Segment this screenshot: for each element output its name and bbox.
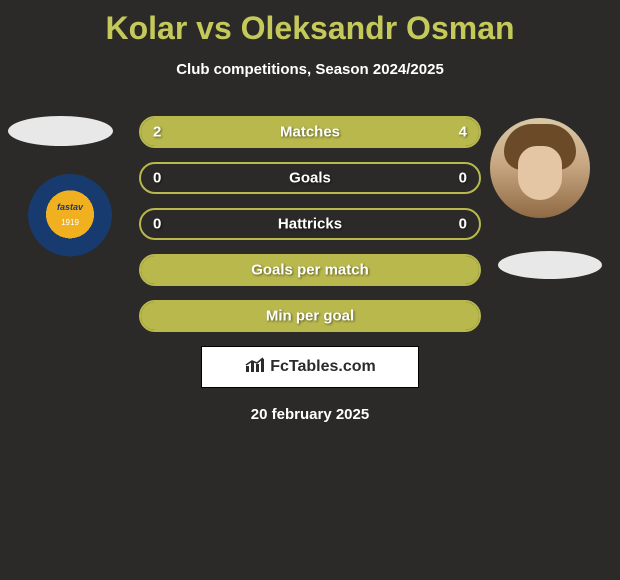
stat-bars: 24Matches 00Goals 00Hattricks Goals per mat… <box>139 116 481 332</box>
comparison-panel: fastav 1919 24Matches 00Goals 00Hattricks G… <box>0 116 620 423</box>
stat-bar-label: Goals per match <box>141 262 479 279</box>
stat-bar-label: Hattricks <box>141 216 479 233</box>
page-title: Kolar vs Oleksandr Osman <box>0 0 620 47</box>
player-left-avatar <box>8 116 113 146</box>
stat-bar: Goals per match <box>139 254 481 286</box>
brand-box: FcTables.com <box>201 346 419 388</box>
club-left-label: fastav <box>57 202 83 212</box>
footer-date: 20 february 2025 <box>0 406 620 423</box>
brand-text: FcTables.com <box>270 358 376 376</box>
stat-bar: Min per goal <box>139 300 481 332</box>
stat-bar: 00Goals <box>139 162 481 194</box>
player-right-club-badge <box>498 251 602 279</box>
avatar-face <box>518 146 562 200</box>
stat-bar-label: Matches <box>141 124 479 141</box>
chart-icon <box>244 356 266 379</box>
club-left-year: 1919 <box>61 218 79 227</box>
stat-bar-label: Goals <box>141 170 479 187</box>
stat-bar-label: Min per goal <box>141 308 479 325</box>
player-right-avatar <box>490 118 590 218</box>
player-left-club-badge: fastav 1919 <box>28 174 112 258</box>
stat-bar: 24Matches <box>139 116 481 148</box>
stat-bar: 00Hattricks <box>139 208 481 240</box>
page-subtitle: Club competitions, Season 2024/2025 <box>0 61 620 78</box>
